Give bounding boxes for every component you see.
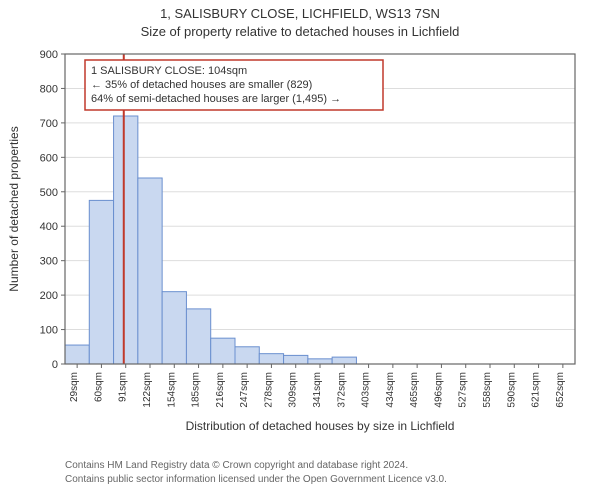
chart-title-line2: Size of property relative to detached ho… <box>0 24 600 39</box>
x-tick-label: 621sqm <box>531 372 542 408</box>
histogram-bar <box>89 200 113 364</box>
histogram-bar <box>65 345 89 364</box>
x-tick-label: 496sqm <box>433 372 444 408</box>
x-tick-label: 185sqm <box>191 372 202 408</box>
histogram-bar <box>284 355 308 364</box>
histogram-bar <box>186 309 210 364</box>
x-tick-label: 247sqm <box>239 372 250 408</box>
x-tick-label: 309sqm <box>288 372 299 408</box>
y-tick-label: 600 <box>40 152 58 164</box>
histogram-bar <box>211 338 235 364</box>
x-tick-label: 652sqm <box>555 372 566 408</box>
y-tick-label: 200 <box>40 290 58 302</box>
y-tick-label: 300 <box>40 256 58 268</box>
footer-copyright: Contains HM Land Registry data © Crown c… <box>65 460 408 471</box>
x-tick-label: 91sqm <box>118 372 129 402</box>
y-tick-label: 0 <box>52 359 58 371</box>
x-tick-label: 527sqm <box>458 372 469 408</box>
y-tick-label: 900 <box>40 49 58 61</box>
y-tick-label: 400 <box>40 221 58 233</box>
x-tick-label: 154sqm <box>166 372 177 408</box>
y-tick-label: 700 <box>40 118 58 130</box>
x-tick-label: 216sqm <box>215 372 226 408</box>
x-tick-label: 434sqm <box>385 372 396 408</box>
histogram-bar <box>235 347 259 364</box>
histogram-bar <box>308 359 332 364</box>
x-tick-label: 60sqm <box>93 372 104 402</box>
x-tick-label: 465sqm <box>409 372 420 408</box>
x-tick-label: 278sqm <box>263 372 274 408</box>
y-tick-label: 100 <box>40 325 58 337</box>
x-tick-label: 558sqm <box>482 372 493 408</box>
x-axis-label: Distribution of detached houses by size … <box>186 419 455 433</box>
x-tick-label: 590sqm <box>506 372 517 408</box>
histogram-bar <box>259 354 283 364</box>
annotation-line: 64% of semi-detached houses are larger (… <box>91 93 341 105</box>
histogram-chart: 0 100 200 300 400 500 600 700 800 900 29sqm 60sqm 91… <box>0 44 600 454</box>
annotation-line: 1 SALISBURY CLOSE: 104sqm <box>91 65 247 77</box>
y-axis-label: Number of detached properties <box>7 126 21 291</box>
footer-licence: Contains public sector information licen… <box>65 474 447 485</box>
histogram-bar <box>114 116 138 364</box>
annotation-line: ← 35% of detached houses are smaller (82… <box>91 79 312 91</box>
x-tick-label: 341sqm <box>312 372 323 408</box>
x-tick-label: 29sqm <box>69 372 80 402</box>
histogram-bar <box>332 357 356 364</box>
chart-title-line1: 1, SALISBURY CLOSE, LICHFIELD, WS13 7SN <box>0 6 600 21</box>
y-tick-label: 500 <box>40 187 58 199</box>
x-tick-label: 403sqm <box>361 372 372 408</box>
histogram-bar <box>138 178 162 364</box>
histogram-bar <box>162 292 186 364</box>
x-tick-label: 372sqm <box>336 372 347 408</box>
x-tick-label: 122sqm <box>142 372 153 408</box>
y-tick-label: 800 <box>40 83 58 95</box>
chart-container: 1, SALISBURY CLOSE, LICHFIELD, WS13 7SN … <box>0 0 600 500</box>
